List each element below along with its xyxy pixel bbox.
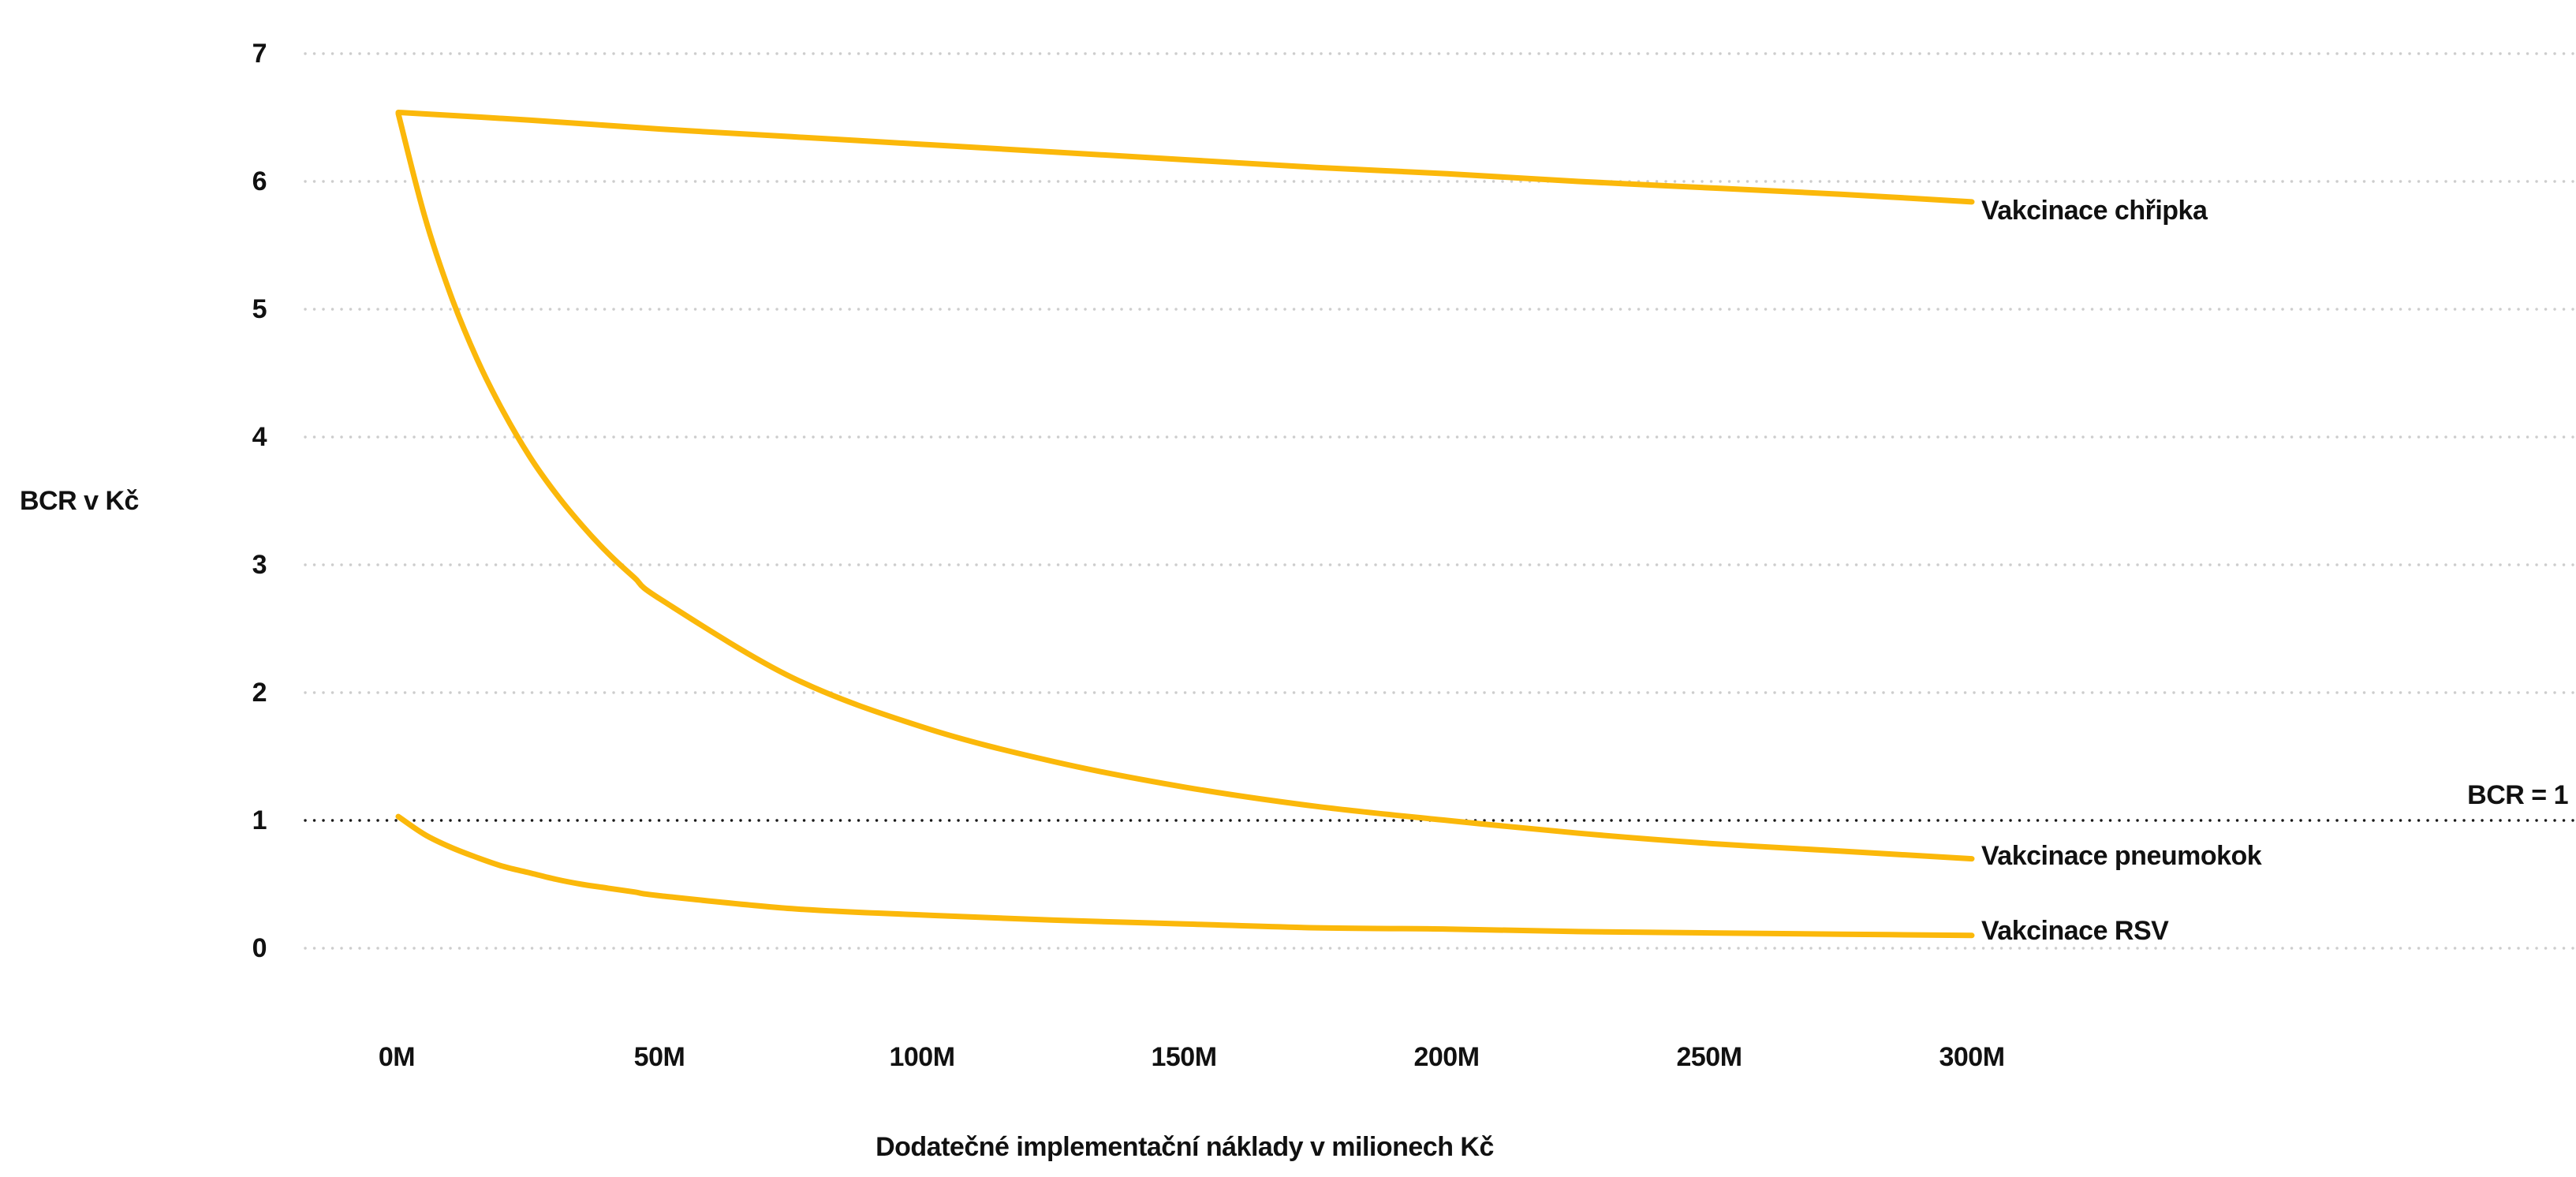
y-tick-label-0: 0 — [252, 933, 267, 963]
y-tick-label-3: 3 — [252, 550, 267, 580]
y-tick-label-5: 5 — [252, 294, 267, 324]
y-tick-label-4: 4 — [252, 422, 267, 452]
x-tick-label-300m: 300M — [1939, 1042, 2005, 1072]
y-tick-label-7: 7 — [252, 39, 267, 69]
series-label-vakcinace-rsv: Vakcinace RSV — [1981, 916, 2169, 946]
series-label-vakcinace-pneumokok: Vakcinace pneumokok — [1981, 841, 2262, 871]
y-tick-label-1: 1 — [252, 805, 267, 835]
series-label-vakcinace-chripka: Vakcinace chřipka — [1981, 196, 2208, 226]
y-tick-label-2: 2 — [252, 678, 267, 708]
series-line-1-vakcinace-pneumokok — [395, 110, 1975, 862]
x-tick-label-0m: 0M — [378, 1042, 416, 1072]
x-tick-label-100m: 100M — [889, 1042, 955, 1072]
x-tick-label-200m: 200M — [1413, 1042, 1480, 1072]
series-line-2-vakcinace-rsv — [395, 813, 1975, 939]
x-tick-label-50m: 50M — [633, 1042, 685, 1072]
x-tick-label-150m: 150M — [1151, 1042, 1217, 1072]
series-line-0-vakcinace-ch-ipka — [395, 110, 1975, 205]
x-axis-title: Dodatečné implementační náklady v milion… — [875, 1132, 1494, 1162]
y-tick-label-6: 6 — [252, 166, 267, 196]
x-tick-label-250m: 250M — [1676, 1042, 1742, 1072]
y-axis-title: BCR v Kč — [20, 486, 139, 516]
reference-line-label: BCR = 1 — [2467, 780, 2568, 810]
